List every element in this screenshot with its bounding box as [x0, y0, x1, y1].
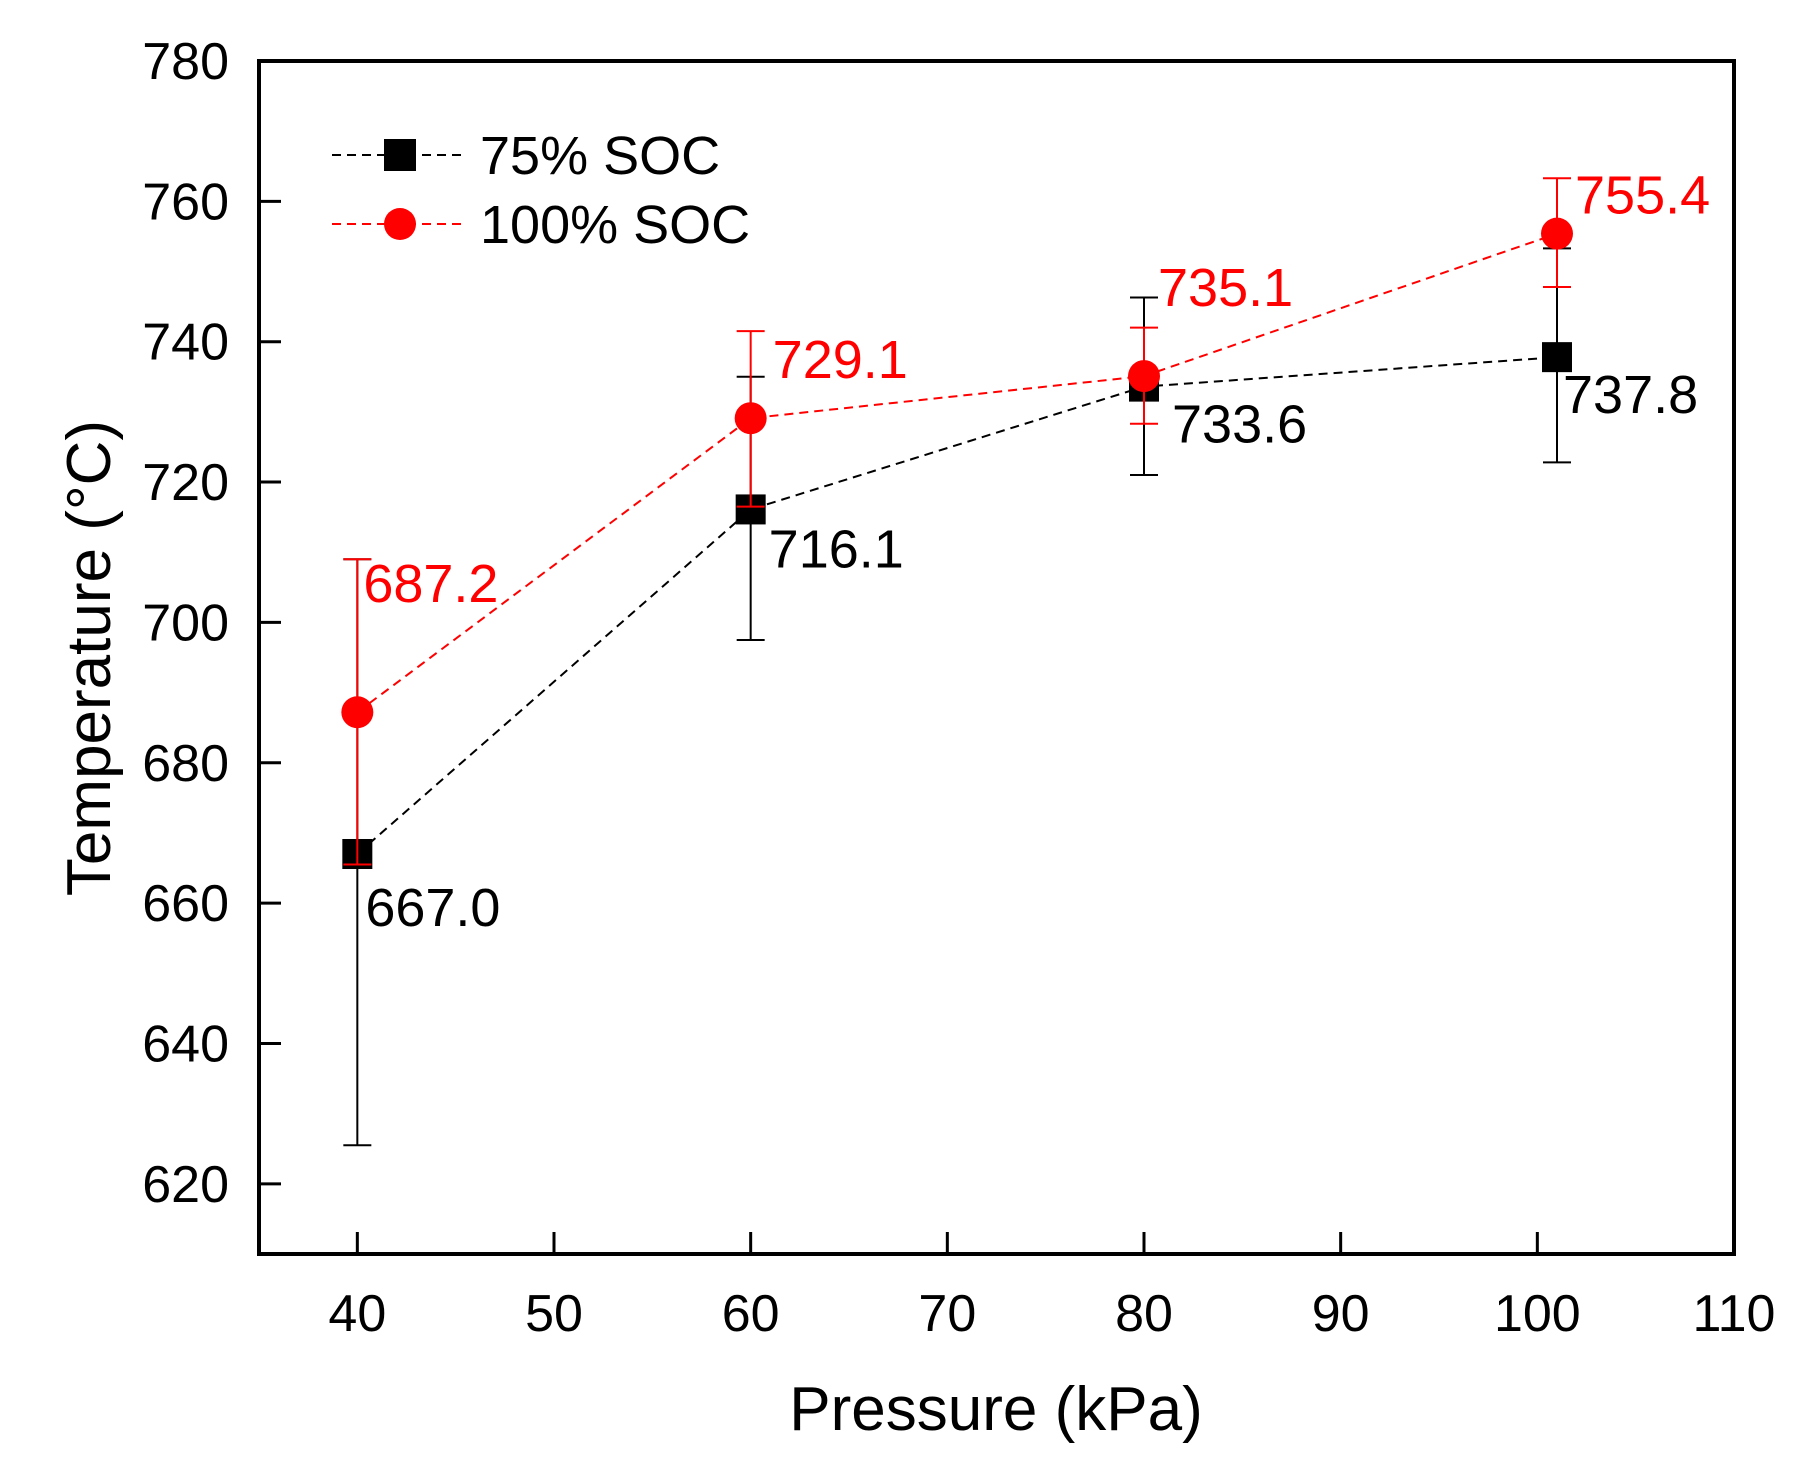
data-point-circle: [341, 696, 374, 729]
legend: 75% SOC 100% SOC: [332, 126, 750, 255]
data-label: 737.8: [1563, 365, 1698, 425]
series-line-100soc: [356, 232, 1558, 714]
x-axis-ticks: 40 50 60 70 80 90 100 110: [328, 1232, 1775, 1343]
series-line-75soc: [356, 356, 1558, 855]
x-tick-label: 70: [918, 1285, 976, 1343]
y-tick-label: 620: [142, 1156, 229, 1214]
y-tick-label: 660: [142, 875, 229, 933]
data-point-circle: [1541, 217, 1573, 250]
y-tick-label: 740: [142, 314, 229, 372]
y-tick-label: 640: [142, 1015, 229, 1073]
y-tick-label: 700: [142, 594, 229, 652]
data-point-square: [1542, 342, 1572, 373]
legend-label: 100% SOC: [480, 195, 750, 255]
x-tick-label: 50: [525, 1285, 583, 1343]
x-tick-label: 60: [722, 1285, 780, 1343]
data-label: 716.1: [769, 519, 904, 579]
data-labels: 667.0 716.1 733.6 737.8 687.2 729.1 735.1 755.4: [363, 166, 1710, 938]
legend-label: 75% SOC: [480, 126, 720, 186]
y-axis-ticks: 620 640 660 680 700 720 740 760 780: [142, 33, 281, 1214]
x-tick-label: 80: [1115, 1285, 1173, 1343]
data-label: 687.2: [363, 554, 498, 614]
x-tick-label: 100: [1494, 1285, 1581, 1343]
y-tick-label: 720: [142, 454, 229, 512]
y-axis-title: Temperature (°C): [55, 420, 124, 896]
data-label: 729.1: [773, 330, 908, 390]
x-tick-label: 90: [1312, 1285, 1370, 1343]
y-tick-label: 760: [142, 173, 229, 231]
series-layer: [341, 177, 1573, 1147]
x-tick-label: 110: [1693, 1285, 1776, 1343]
plot-frame: [257, 59, 1736, 1256]
legend-marker-square: [384, 139, 416, 171]
x-axis-title: Pressure (kPa): [789, 1375, 1202, 1444]
data-label: 733.6: [1172, 395, 1307, 455]
y-tick-label: 680: [142, 735, 229, 793]
data-point-circle: [1128, 360, 1160, 393]
y-tick-label: 780: [142, 33, 229, 91]
x-tick-label: 40: [328, 1285, 386, 1343]
data-label: 667.0: [365, 878, 500, 938]
legend-marker-circle: [384, 208, 416, 240]
data-point-circle: [734, 402, 767, 435]
data-label: 755.4: [1575, 166, 1710, 226]
data-label: 735.1: [1158, 258, 1293, 318]
